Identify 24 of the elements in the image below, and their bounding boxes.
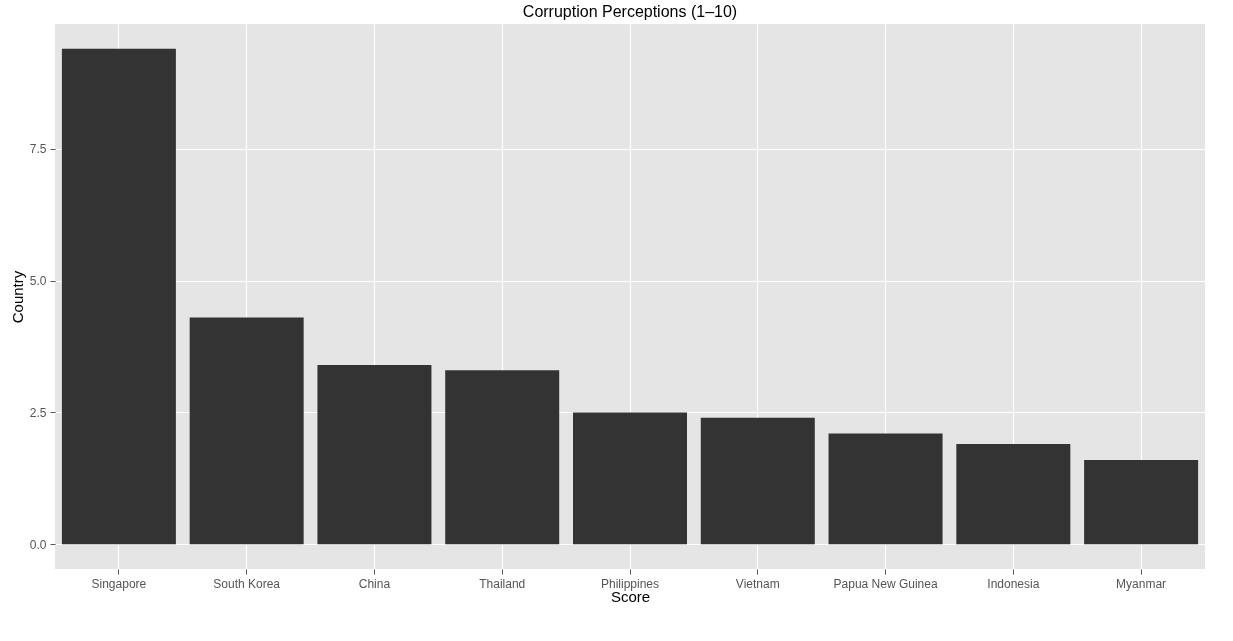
x-tick-label: Papua New Guinea — [833, 576, 938, 591]
y-axis-title: Country — [8, 270, 26, 324]
bar — [956, 444, 1071, 545]
x-tick-label: Singapore — [91, 576, 147, 591]
x-tick-label: South Korea — [213, 576, 281, 591]
bar — [317, 365, 432, 545]
bar — [445, 370, 560, 545]
x-tick-label: Myanmar — [1116, 576, 1167, 591]
bar — [828, 433, 943, 545]
x-tick-label: China — [358, 576, 391, 591]
x-tick-label: Indonesia — [987, 576, 1040, 591]
y-tick-label: 0.0 — [29, 537, 47, 552]
bar — [1084, 459, 1199, 545]
x-tick-label: Philippines — [600, 576, 660, 591]
x-tick-label: Thailand — [479, 576, 526, 591]
y-tick-label: 2.5 — [29, 405, 47, 420]
x-tick-label: Vietnam — [735, 576, 780, 591]
bar — [700, 417, 815, 545]
bar — [573, 412, 687, 545]
chart-title: Corruption Perceptions (1–10) — [522, 3, 738, 20]
y-tick-label: 7.5 — [29, 142, 47, 157]
bar — [189, 317, 304, 545]
bar — [61, 48, 176, 545]
y-tick-label: 5.0 — [29, 274, 47, 289]
